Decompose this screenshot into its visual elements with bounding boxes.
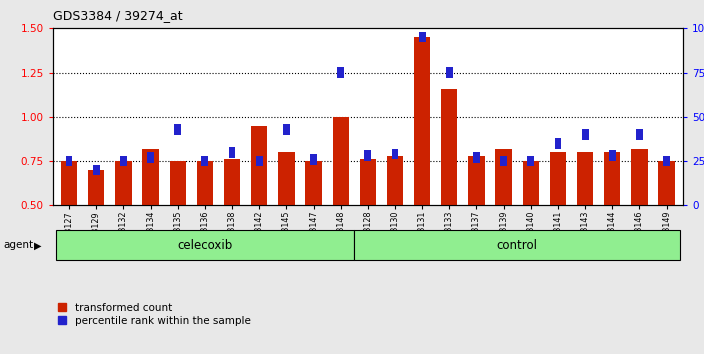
Bar [120,156,127,166]
Bar [473,152,480,163]
Bar [577,152,593,205]
Bar [609,150,616,161]
Bar [65,156,73,166]
Bar [354,230,680,260]
Bar [56,230,354,260]
Bar [332,117,348,205]
Bar [604,152,620,205]
Text: ▶: ▶ [34,240,42,250]
Bar [229,147,235,158]
Bar [468,156,484,205]
Bar [550,152,566,205]
Bar [555,138,561,149]
Bar [414,37,430,205]
Bar [387,156,403,205]
Bar [527,156,534,166]
Bar [256,156,263,166]
Bar [93,165,100,175]
Text: celecoxib: celecoxib [177,239,232,252]
Bar [306,161,322,205]
Bar [419,32,425,42]
Bar [631,149,648,205]
Bar [278,152,294,205]
Bar [391,149,398,159]
Bar [501,156,507,166]
Text: GDS3384 / 39274_at: GDS3384 / 39274_at [53,9,182,22]
Bar [522,161,539,205]
Legend: transformed count, percentile rank within the sample: transformed count, percentile rank withi… [58,303,251,326]
Bar [196,161,213,205]
Bar [658,161,674,205]
Bar [365,150,371,161]
Bar [170,161,186,205]
Bar [115,161,132,205]
Bar [636,129,643,140]
Bar [201,156,208,166]
Text: agent: agent [4,240,34,250]
Bar [175,124,181,135]
Bar [360,159,376,205]
Bar [283,124,290,135]
Bar [310,154,317,165]
Bar [337,67,344,78]
Bar [61,161,77,205]
Bar [251,126,268,205]
Bar [446,67,453,78]
Bar [496,149,512,205]
Bar [88,170,104,205]
Text: control: control [497,239,538,252]
Bar [142,149,158,205]
Bar [441,88,458,205]
Bar [224,159,240,205]
Bar [147,152,154,163]
Bar [663,156,670,166]
Bar [582,129,589,140]
